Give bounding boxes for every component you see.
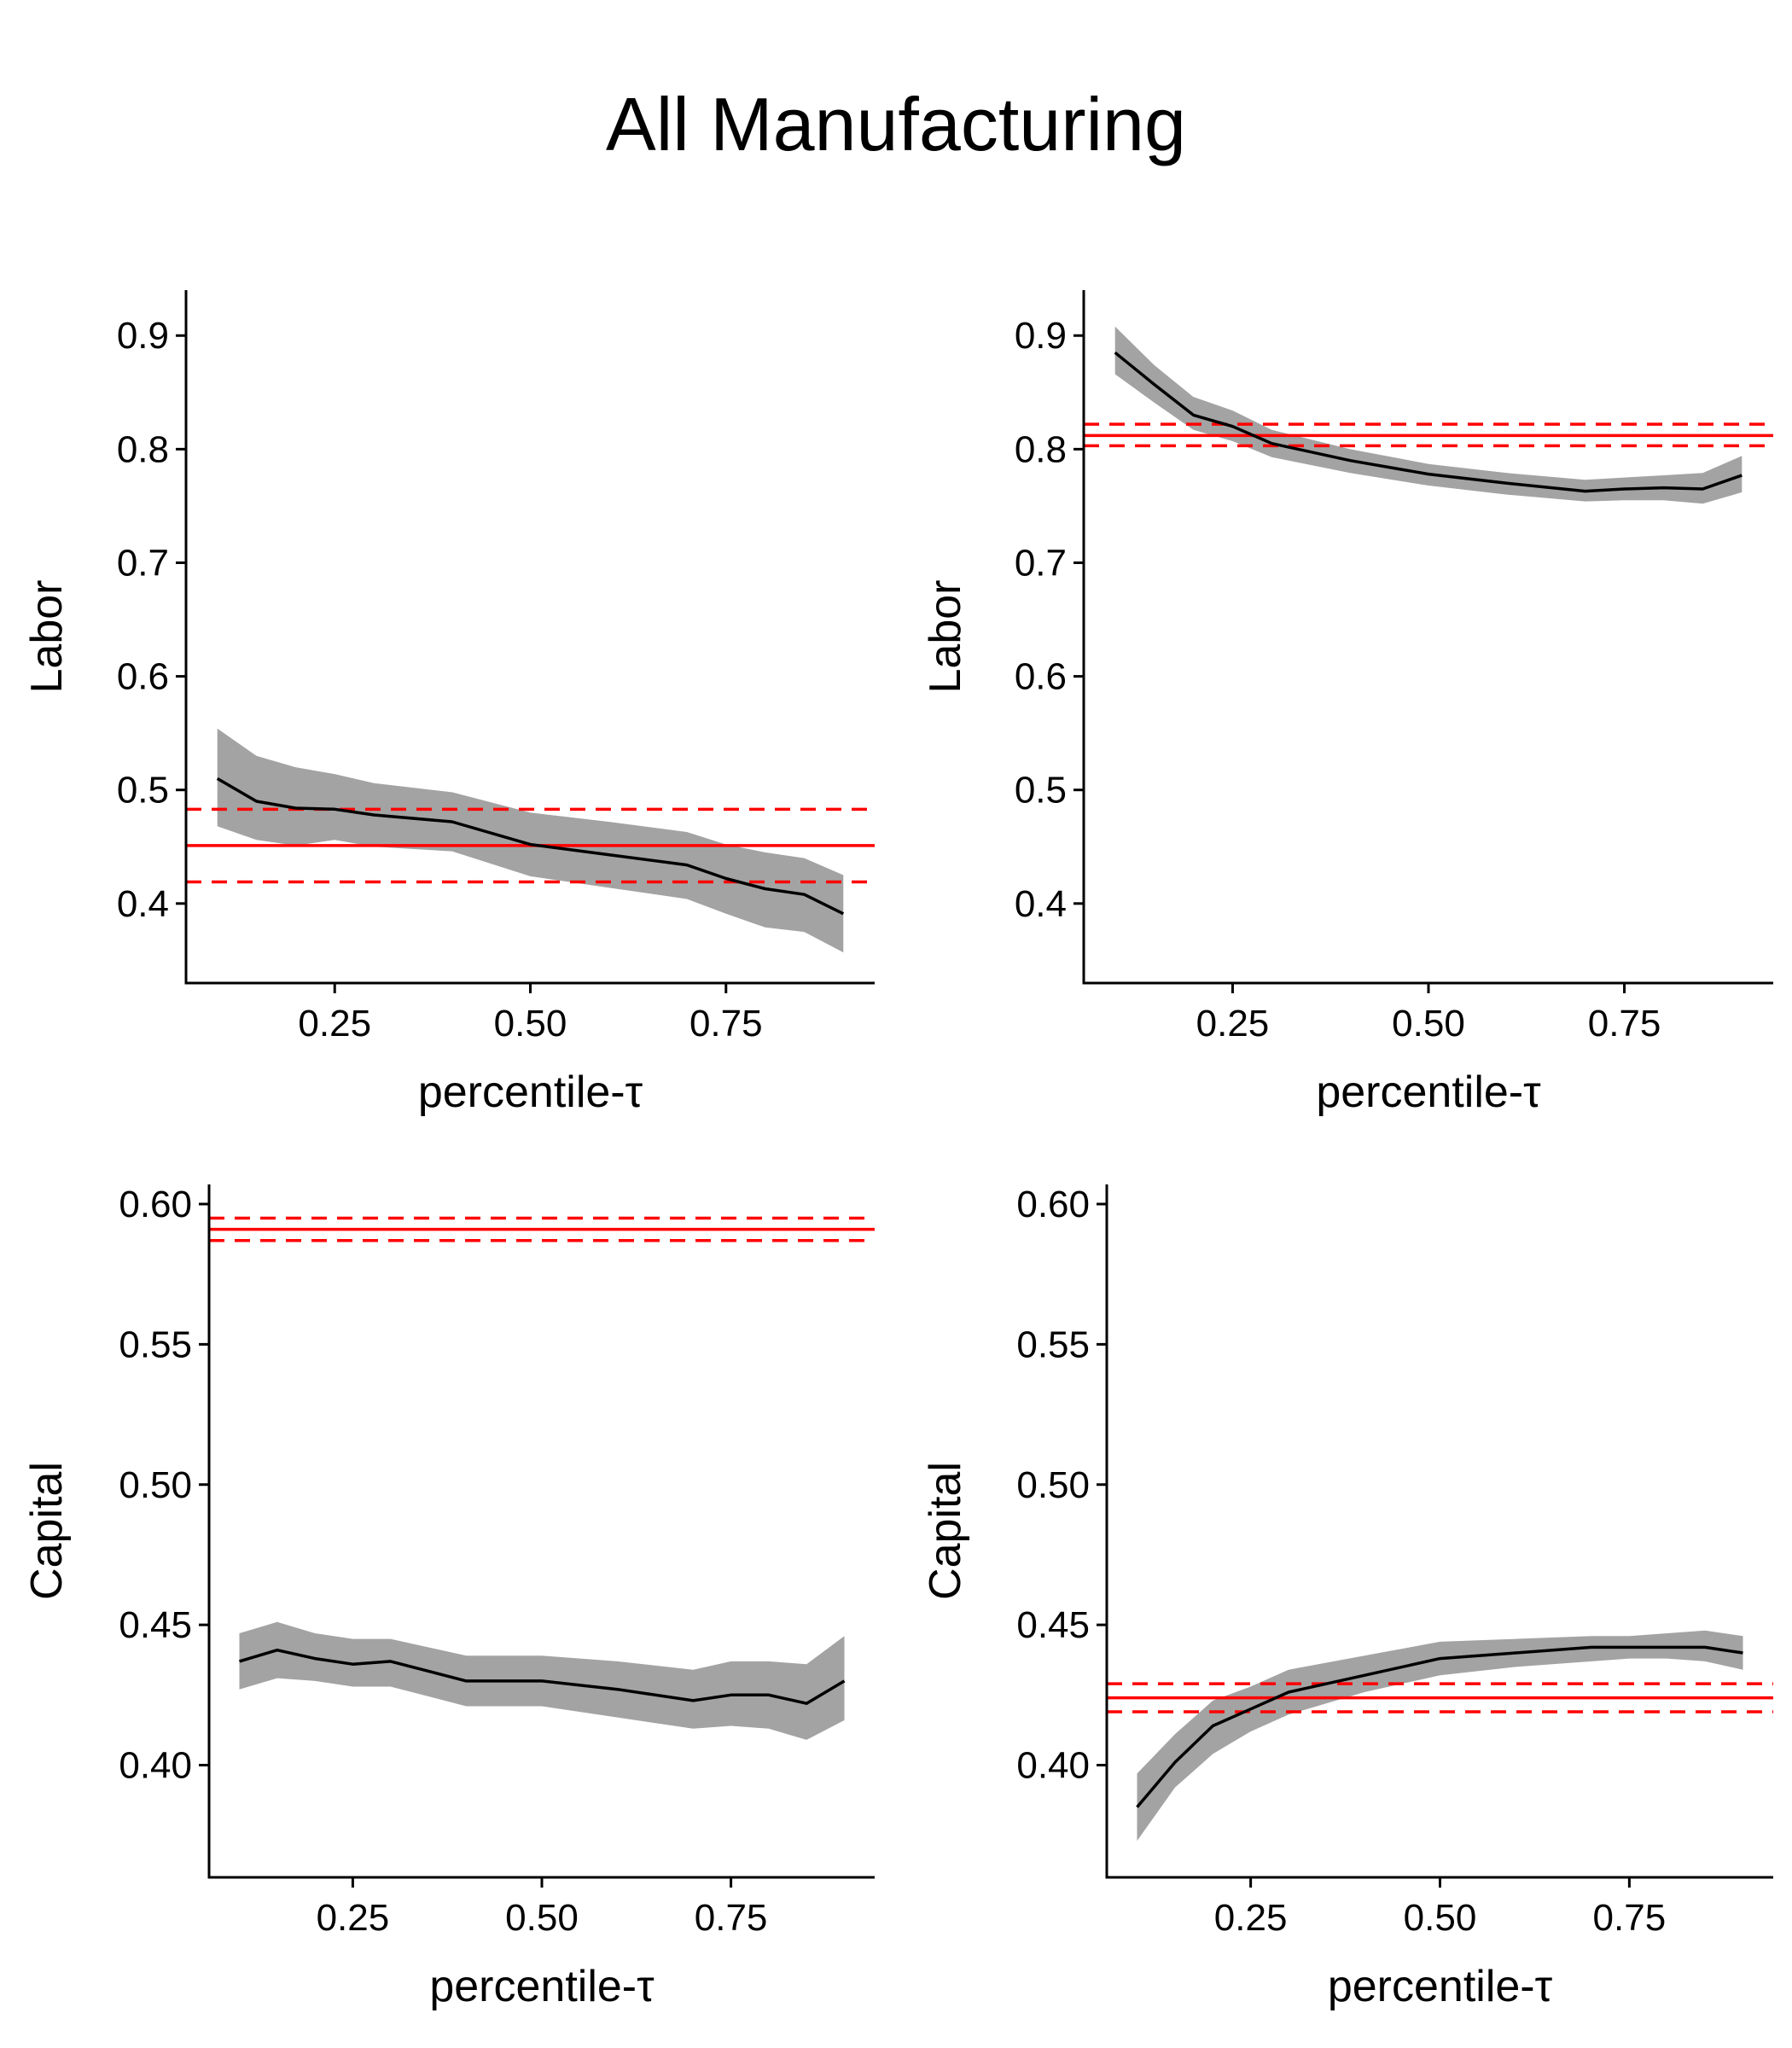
y-tick-label: 0.4 [117, 883, 169, 925]
y-tick-label: 0.45 [1016, 1604, 1090, 1646]
y-tick-label: 0.55 [119, 1324, 192, 1365]
y-tick-label: 0.60 [1016, 1184, 1090, 1225]
y-axis-title: Labor [22, 580, 72, 694]
y-tick-label: 0.8 [1015, 428, 1067, 470]
x-tick-label: 0.50 [494, 1003, 567, 1044]
y-axis-title: Labor [921, 580, 970, 694]
y-tick-label: 0.60 [119, 1184, 192, 1225]
estimate-line [239, 1648, 846, 1705]
confidence-band [1114, 326, 1743, 504]
y-tick-label: 0.7 [1015, 542, 1067, 584]
x-tick-label: 0.25 [1214, 1897, 1288, 1939]
x-axis-title: percentile-τ [429, 1962, 655, 2011]
y-axis-title: Capital [22, 1462, 72, 1600]
y-tick-label: 0.6 [1015, 656, 1067, 698]
y-tick-label: 0.40 [1016, 1745, 1090, 1787]
x-tick-label: 0.75 [1588, 1003, 1661, 1044]
y-tick-label: 0.55 [1016, 1324, 1090, 1365]
confidence-band [217, 728, 844, 953]
estimate-line [1114, 351, 1743, 493]
estimate-line [216, 777, 845, 916]
y-tick-label: 0.40 [119, 1745, 192, 1787]
y-axis-title: Capital [921, 1462, 970, 1600]
y-tick-label: 0.50 [119, 1464, 192, 1506]
x-tick-label: 0.75 [695, 1897, 768, 1939]
x-tick-label: 0.75 [689, 1003, 763, 1044]
confidence-band [1137, 1630, 1743, 1841]
y-tick-label: 0.7 [117, 542, 169, 584]
chart-panel-bottom-right: 0.40 0.45 0.50 0.55 0.60 0.25 0.50 0.75 percenti… [921, 1184, 1773, 2011]
y-tick-label: 0.9 [1015, 315, 1067, 357]
x-tick-label: 0.25 [298, 1003, 371, 1044]
x-axis-title: percentile-τ [1328, 1962, 1553, 2011]
page-title: All Manufacturing [606, 82, 1186, 166]
y-tick-label: 0.9 [117, 315, 169, 357]
x-tick-label: 0.50 [505, 1897, 579, 1939]
estimate-line [1136, 1645, 1743, 1808]
x-tick-label: 0.25 [1196, 1003, 1270, 1044]
y-tick-label: 0.4 [1015, 883, 1067, 925]
y-tick-label: 0.45 [119, 1604, 192, 1646]
y-tick-label: 0.5 [117, 770, 169, 812]
x-tick-label: 0.50 [1392, 1003, 1465, 1044]
y-tick-label: 0.6 [117, 656, 169, 698]
x-tick-label: 0.75 [1593, 1897, 1667, 1939]
chart-panel-top-right: 0.4 0.5 0.6 0.7 0.8 0.9 0.25 0.50 0.75 percentile… [921, 290, 1773, 1117]
x-axis-title: percentile-τ [1316, 1068, 1541, 1117]
x-axis-title: percentile-τ [418, 1068, 643, 1117]
x-tick-label: 0.50 [1404, 1897, 1477, 1939]
y-tick-label: 0.5 [1015, 770, 1067, 812]
chart-panel-bottom-left: 0.40 0.45 0.50 0.55 0.60 0.25 0.50 0.75 percenti… [22, 1184, 875, 2011]
x-tick-label: 0.25 [317, 1897, 390, 1939]
y-tick-label: 0.50 [1016, 1464, 1090, 1506]
chart-panel-top-left: 0.4 0.5 0.6 0.7 0.8 0.9 0.25 0.50 0.75 percentile… [22, 290, 875, 1117]
y-tick-label: 0.8 [117, 428, 169, 470]
